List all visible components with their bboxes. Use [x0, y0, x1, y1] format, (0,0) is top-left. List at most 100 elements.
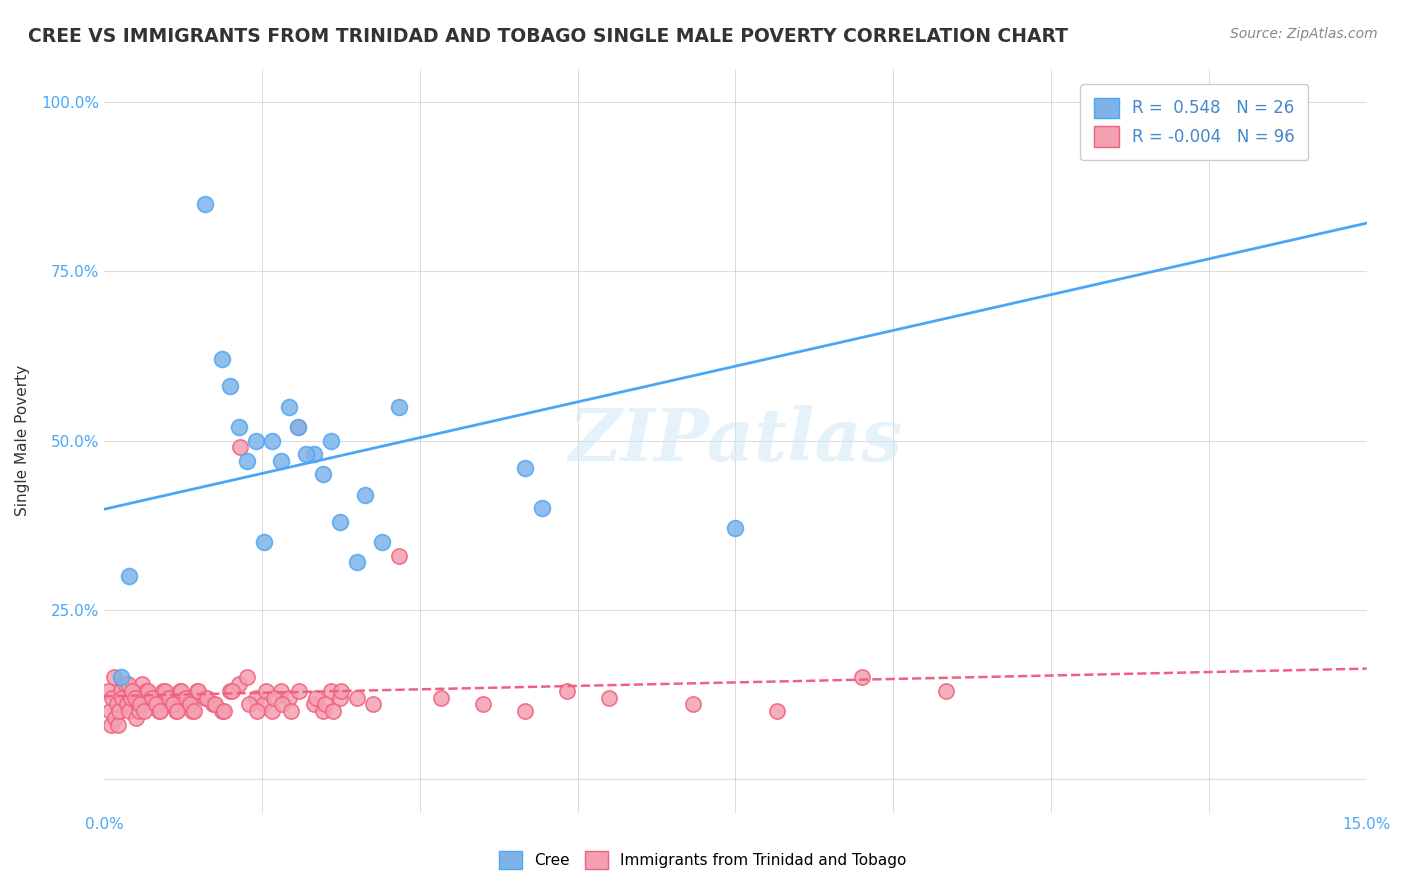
- Point: [682, 698, 704, 712]
- Point: [194, 196, 217, 211]
- Point: [110, 683, 132, 698]
- Legend: R =  0.548   N = 26, R = -0.004   N = 96: R = 0.548 N = 26, R = -0.004 N = 96: [1080, 84, 1308, 160]
- Point: [238, 698, 260, 712]
- Point: [118, 704, 141, 718]
- Point: [141, 690, 163, 705]
- Point: [346, 555, 368, 569]
- Point: [263, 690, 285, 705]
- Point: [108, 704, 131, 718]
- Point: [173, 690, 195, 705]
- Point: [122, 683, 145, 698]
- Point: [129, 698, 152, 712]
- Point: [195, 690, 218, 705]
- Point: [100, 717, 122, 731]
- Point: [513, 704, 536, 718]
- Point: [262, 704, 284, 718]
- Point: [152, 683, 174, 698]
- Point: [287, 420, 309, 434]
- Point: [278, 400, 301, 414]
- Point: [157, 690, 180, 705]
- Point: [153, 683, 176, 698]
- Point: [135, 683, 157, 698]
- Point: [314, 698, 336, 712]
- Point: [530, 501, 553, 516]
- Point: [388, 400, 411, 414]
- Point: [471, 698, 494, 712]
- Point: [851, 670, 873, 684]
- Point: [131, 677, 153, 691]
- Point: [148, 704, 170, 718]
- Point: [245, 690, 267, 705]
- Point: [101, 690, 124, 705]
- Point: [202, 698, 225, 712]
- Point: [127, 698, 149, 712]
- Point: [287, 420, 309, 434]
- Point: [321, 683, 343, 698]
- Point: [117, 677, 139, 691]
- Point: [305, 690, 328, 705]
- Point: [107, 717, 129, 731]
- Point: [166, 704, 188, 718]
- Point: [136, 683, 159, 698]
- Point: [219, 379, 242, 393]
- Point: [170, 683, 193, 698]
- Point: [228, 677, 250, 691]
- Point: [187, 683, 209, 698]
- Point: [280, 704, 302, 718]
- Point: [429, 690, 451, 705]
- Point: [105, 698, 128, 712]
- Point: [183, 704, 205, 718]
- Point: [165, 704, 187, 718]
- Point: [270, 683, 292, 698]
- Point: [330, 683, 353, 698]
- Point: [156, 690, 179, 705]
- Point: [118, 569, 141, 583]
- Point: [229, 440, 252, 454]
- Point: [115, 698, 138, 712]
- Point: [724, 521, 747, 535]
- Point: [295, 447, 318, 461]
- Point: [145, 698, 167, 712]
- Point: [124, 690, 146, 705]
- Point: [104, 711, 127, 725]
- Point: [388, 549, 411, 563]
- Point: [253, 698, 276, 712]
- Point: [160, 698, 183, 712]
- Point: [204, 698, 226, 712]
- Text: ZIPatlas: ZIPatlas: [568, 405, 903, 476]
- Point: [354, 488, 377, 502]
- Point: [177, 698, 200, 712]
- Point: [329, 690, 352, 705]
- Point: [111, 690, 134, 705]
- Point: [371, 535, 394, 549]
- Point: [236, 670, 259, 684]
- Point: [219, 683, 242, 698]
- Point: [322, 704, 344, 718]
- Point: [254, 683, 277, 698]
- Point: [211, 704, 233, 718]
- Point: [98, 704, 121, 718]
- Y-axis label: Single Male Poverty: Single Male Poverty: [15, 365, 30, 516]
- Point: [271, 698, 294, 712]
- Point: [169, 683, 191, 698]
- Point: [114, 677, 136, 691]
- Point: [304, 447, 326, 461]
- Point: [346, 690, 368, 705]
- Point: [228, 420, 250, 434]
- Point: [321, 434, 343, 448]
- Point: [194, 690, 217, 705]
- Point: [143, 698, 166, 712]
- Point: [125, 711, 148, 725]
- Point: [149, 704, 172, 718]
- Legend: Cree, Immigrants from Trinidad and Tobago: Cree, Immigrants from Trinidad and Tobag…: [494, 845, 912, 875]
- Point: [120, 690, 142, 705]
- Point: [262, 434, 284, 448]
- Point: [1144, 115, 1167, 129]
- Point: [363, 698, 385, 712]
- Point: [288, 683, 311, 698]
- Point: [103, 670, 125, 684]
- Point: [555, 683, 578, 698]
- Point: [304, 698, 326, 712]
- Point: [97, 683, 120, 698]
- Point: [221, 683, 243, 698]
